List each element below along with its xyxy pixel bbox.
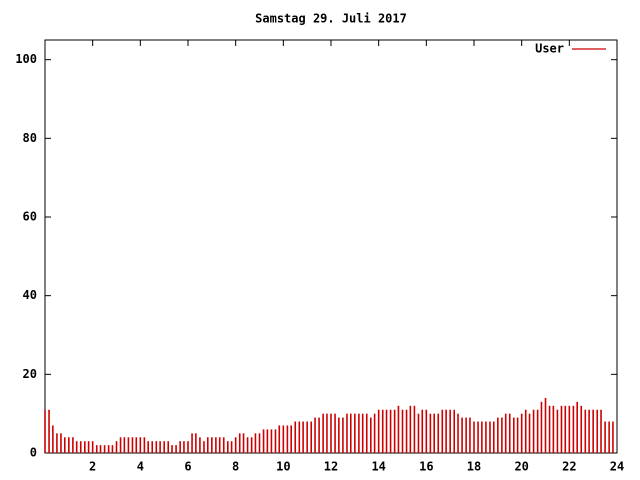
x-tick-label: 8 xyxy=(232,460,239,474)
x-tick-label: 20 xyxy=(514,460,528,474)
x-tick-label: 4 xyxy=(137,460,144,474)
y-tick-label: 100 xyxy=(15,52,37,66)
y-tick-label: 60 xyxy=(23,210,37,224)
x-tick-label: 2 xyxy=(89,460,96,474)
x-tick-label: 6 xyxy=(184,460,191,474)
x-tick-label: 12 xyxy=(324,460,338,474)
y-tick-label: 40 xyxy=(23,288,37,302)
y-tick-label: 20 xyxy=(23,367,37,381)
x-tick-label: 18 xyxy=(467,460,481,474)
y-tick-label: 0 xyxy=(30,446,37,460)
x-tick-label: 10 xyxy=(276,460,290,474)
x-tick-label: 14 xyxy=(371,460,385,474)
x-tick-label: 24 xyxy=(610,460,624,474)
y-tick-label: 80 xyxy=(23,131,37,145)
chart-title: Samstag 29. Juli 2017 xyxy=(255,12,407,26)
x-tick-label: 22 xyxy=(562,460,576,474)
legend-label: User xyxy=(535,42,564,56)
x-tick-label: 16 xyxy=(419,460,433,474)
